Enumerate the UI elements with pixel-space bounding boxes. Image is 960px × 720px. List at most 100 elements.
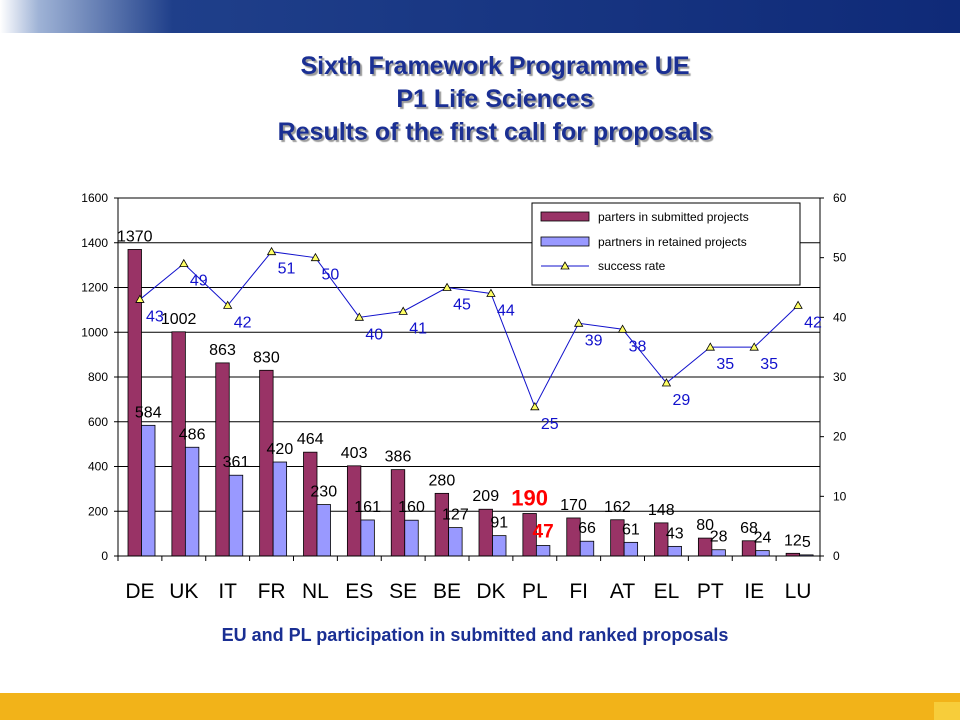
y-right-tick-label: 50 [833,251,847,265]
success-rate-point [793,300,803,309]
y-left-tick-label: 1200 [81,281,108,295]
bar-submitted-label: 1370 [117,228,153,245]
success-rate-point [266,246,277,256]
bar-submitted-label: 190 [511,485,548,510]
legend-swatch-submitted [540,211,590,222]
bar-retained [492,535,507,557]
y-left-tick-label: 0 [101,549,108,563]
success-rate-label: 35 [760,356,778,373]
bar-retained-label: 66 [578,520,596,537]
bar-retained [404,519,419,557]
success-rate-point [617,324,628,333]
success-rate-point [486,288,496,297]
bar-submitted [171,331,186,557]
bar-retained-label: 91 [490,515,508,532]
bar-retained [141,424,156,557]
bar-submitted-label: 170 [560,497,587,514]
y-right-tick-label: 30 [833,370,847,384]
success-rate-label: 50 [321,267,339,284]
success-rate-point [222,300,233,309]
y-left-tick-label: 400 [88,460,108,474]
success-rate-line [139,251,799,409]
success-rate-point [354,312,365,321]
y-left-tick-label: 1600 [81,191,108,205]
y-left-tick-label: 800 [88,370,108,384]
bar-retained-label: 47 [533,521,554,542]
success-rate-label: 39 [585,332,603,349]
slide-title: Sixth Framework Programme UE P1 Life Sci… [0,50,960,149]
bar-retained-label: 28 [710,529,728,546]
success-rate-label: 35 [716,356,734,373]
bar-submitted-label: 209 [472,488,499,505]
title-line-2: P1 Life Sciences [396,85,594,113]
success-rate-label: 42 [234,314,252,331]
bar-retained-label: 584 [135,404,162,421]
success-rate-label: 44 [497,302,515,319]
bar-retained-label: 361 [223,454,250,471]
x-tick-label: PT [697,580,724,603]
legend-label-retained: partners in retained projects [598,235,747,249]
success-rate-point [442,282,452,291]
success-rate-label: 49 [190,273,208,290]
success-rate-point [179,258,189,268]
x-tick-label: BE [433,580,461,603]
bar-submitted [259,369,274,557]
y-left-tick-label: 1400 [81,236,108,250]
bar-retained-label: 127 [442,507,469,524]
y-right-tick-label: 10 [833,489,847,503]
success-rate-label: 29 [672,392,690,409]
success-rate-point [661,378,672,387]
success-rate-label: 51 [278,261,296,278]
legend-swatch-marker [560,261,570,270]
x-tick-label: UK [169,580,198,603]
title-line-3: Results of the first call for proposals [277,118,713,146]
bar-submitted-label: 403 [341,445,368,462]
x-tick-label: DE [125,580,154,603]
bar-submitted-label: 280 [429,472,456,489]
success-rate-point [310,252,321,262]
bar-submitted-label: 464 [297,431,324,448]
x-tick-label: LU [785,580,812,603]
y-left-tick-label: 600 [88,415,108,429]
y-right-tick-label: 60 [833,191,847,205]
chart-caption: EU and PL participation in submitted and… [221,625,729,645]
title-line-1: Sixth Framework Programme UE [300,52,690,80]
success-rate-point [530,402,540,411]
x-tick-label: IT [218,580,237,603]
bar-submitted-label: 80 [696,517,714,534]
success-rate-label: 43 [146,308,164,325]
bar-retained [623,541,639,557]
bar-submitted-label: 863 [209,342,236,359]
bottom-banner [0,693,960,720]
bar-retained [360,519,375,557]
success-rate-label: 45 [453,297,471,314]
success-rate-point [573,318,584,327]
y-left-tick-label: 200 [88,504,108,518]
bar-retained-label: 230 [310,484,337,501]
x-tick-label: FI [569,580,588,603]
success-rate-point [705,342,716,351]
bar-retained-label: 420 [267,441,294,458]
y-right-tick-label: 40 [833,310,847,324]
success-rate-point [749,342,759,351]
success-rate-label: 40 [365,326,383,343]
x-tick-label: ES [345,580,373,603]
x-tick-label: EL [654,580,680,603]
bar-retained [535,545,551,557]
success-rate-point [398,306,408,315]
bar-submitted [303,451,318,557]
bottom-corner-block [934,702,960,720]
legend-label-success: success rate [598,259,666,273]
bar-retained-label: 486 [179,426,206,443]
success-rate-label: 38 [629,338,647,355]
bar-retained [579,540,595,557]
legend-label-submitted: parters in submitted projects [598,210,749,224]
bar-submitted-label: 68 [740,520,758,537]
y-right-tick-label: 20 [833,430,847,444]
bar-submitted-label: 386 [385,449,412,466]
bar-submitted-label: 148 [648,502,675,519]
bar-retained [711,549,726,557]
bar-retained [316,504,331,557]
bar-retained-label: 61 [622,521,640,538]
